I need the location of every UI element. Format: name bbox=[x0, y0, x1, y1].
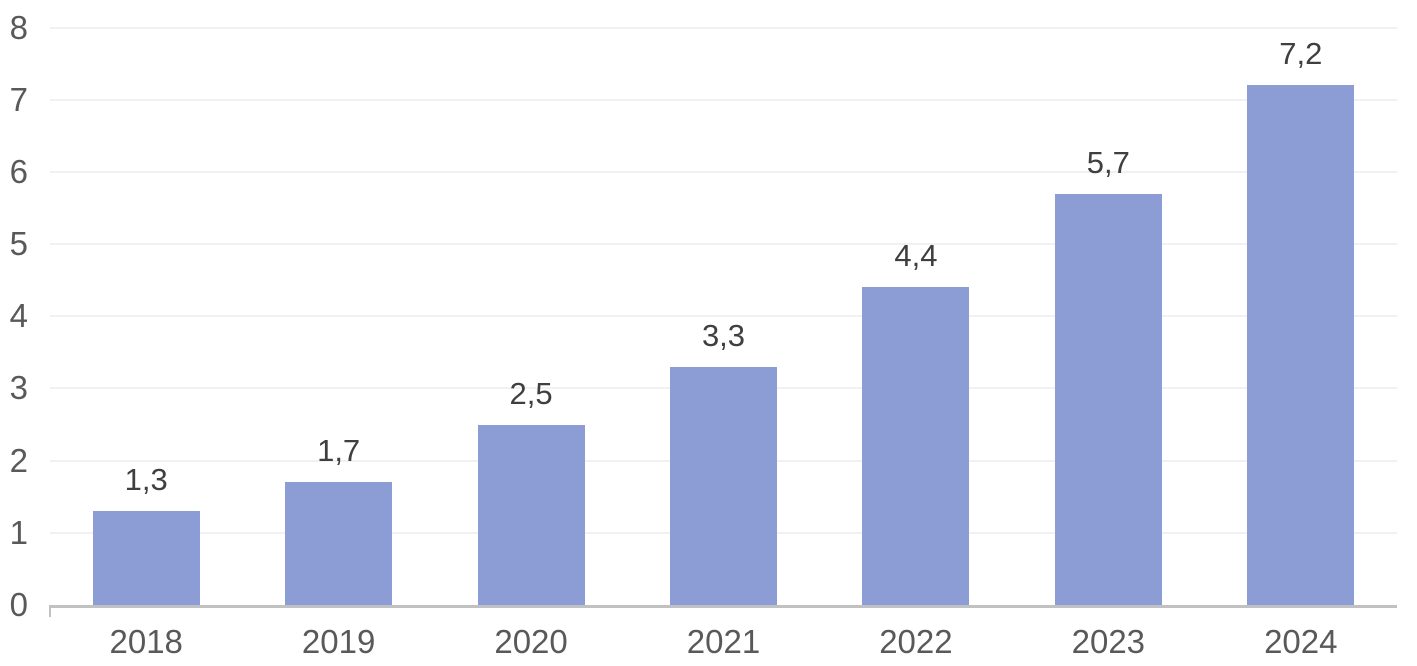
x-category-label: 2018 bbox=[109, 623, 183, 660]
x-category-label: 2020 bbox=[494, 623, 568, 660]
x-axis-line bbox=[50, 605, 1397, 608]
bar-value-label: 3,3 bbox=[701, 317, 746, 353]
x-category-label: 2023 bbox=[1071, 623, 1146, 660]
bar-2021 bbox=[670, 366, 777, 605]
gridline bbox=[50, 98, 1397, 101]
y-tick-label: 7 bbox=[9, 80, 28, 118]
y-tick-label: 1 bbox=[9, 513, 28, 551]
bar-2020 bbox=[477, 424, 585, 605]
bar-value-label: 1,3 bbox=[124, 462, 168, 498]
x-axis-tick bbox=[49, 605, 51, 617]
gridline bbox=[50, 170, 1397, 173]
bar-2018 bbox=[92, 511, 200, 605]
x-category-label: 2019 bbox=[301, 623, 376, 660]
gridline bbox=[50, 26, 1397, 29]
x-category-label: 2022 bbox=[879, 623, 953, 660]
bar-value-label: 5,7 bbox=[1086, 144, 1130, 180]
gridline bbox=[50, 315, 1397, 318]
bar-2024 bbox=[1247, 85, 1355, 605]
bar-value-label: 1,7 bbox=[317, 433, 361, 469]
bar-value-label: 4,4 bbox=[894, 238, 938, 274]
y-tick-label: 8 bbox=[9, 8, 28, 46]
y-tick-label: 2 bbox=[9, 441, 28, 479]
bar-2022 bbox=[862, 287, 970, 605]
y-tick-label: 3 bbox=[9, 369, 28, 407]
bar-value-label: 7,2 bbox=[1279, 36, 1323, 72]
y-tick-label: 0 bbox=[9, 586, 28, 623]
bar-2019 bbox=[285, 482, 393, 605]
y-tick-label: 6 bbox=[9, 152, 28, 190]
x-category-label: 2021 bbox=[686, 623, 761, 660]
y-tick-label: 4 bbox=[9, 297, 28, 335]
bar-2023 bbox=[1054, 193, 1162, 605]
gridline bbox=[50, 243, 1397, 246]
bar-value-label: 2,5 bbox=[509, 375, 553, 411]
x-category-label: 2024 bbox=[1264, 623, 1338, 660]
y-tick-label: 5 bbox=[9, 225, 28, 263]
